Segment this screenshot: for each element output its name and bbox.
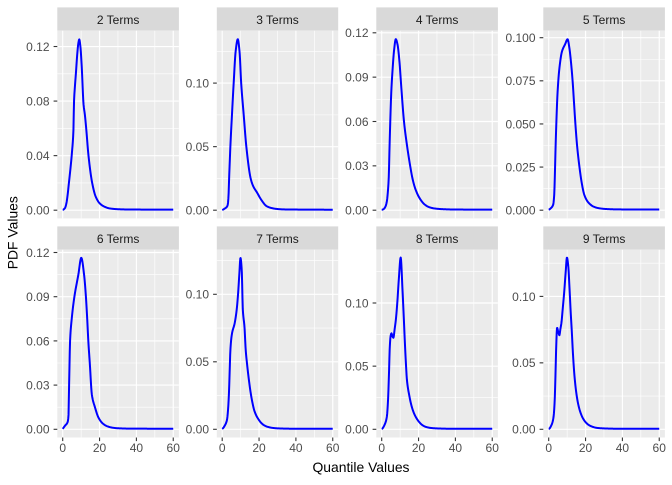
svg-text:0.06: 0.06 (26, 334, 50, 348)
svg-text:5 Terms: 5 Terms (583, 13, 625, 27)
svg-text:0.05: 0.05 (186, 140, 210, 154)
svg-text:0.05: 0.05 (512, 356, 536, 370)
svg-text:PDF Values: PDF Values (5, 196, 21, 269)
svg-text:0.08: 0.08 (26, 94, 50, 108)
svg-text:0.03: 0.03 (345, 159, 369, 173)
svg-text:0.10: 0.10 (512, 290, 536, 304)
svg-text:0.100: 0.100 (505, 31, 535, 45)
svg-text:2 Terms: 2 Terms (97, 13, 139, 27)
svg-text:40: 40 (616, 441, 630, 455)
svg-text:0.075: 0.075 (505, 74, 535, 88)
svg-text:0: 0 (59, 441, 66, 455)
svg-text:60: 60 (326, 441, 340, 455)
svg-text:40: 40 (289, 441, 303, 455)
svg-text:0.10: 0.10 (345, 296, 369, 310)
svg-text:0.12: 0.12 (26, 246, 50, 260)
svg-text:0.05: 0.05 (186, 355, 210, 369)
svg-text:0.00: 0.00 (26, 423, 50, 437)
svg-text:0: 0 (545, 441, 552, 455)
svg-text:60: 60 (653, 441, 667, 455)
svg-text:20: 20 (252, 441, 266, 455)
svg-text:8 Terms: 8 Terms (416, 232, 458, 246)
svg-text:0.00: 0.00 (186, 204, 210, 218)
svg-text:0.00: 0.00 (186, 423, 210, 437)
svg-text:0.00: 0.00 (26, 204, 50, 218)
svg-text:40: 40 (449, 441, 463, 455)
svg-text:60: 60 (486, 441, 500, 455)
svg-text:20: 20 (93, 441, 107, 455)
svg-text:0.025: 0.025 (505, 160, 535, 174)
svg-text:7 Terms: 7 Terms (256, 232, 298, 246)
svg-text:0.09: 0.09 (26, 290, 50, 304)
svg-text:0: 0 (219, 441, 226, 455)
svg-text:Quantile Values: Quantile Values (312, 459, 409, 475)
svg-text:0.000: 0.000 (505, 204, 535, 218)
svg-text:20: 20 (579, 441, 593, 455)
svg-text:0.04: 0.04 (26, 149, 50, 163)
svg-text:0.10: 0.10 (186, 76, 210, 90)
svg-text:0.050: 0.050 (505, 117, 535, 131)
svg-text:3 Terms: 3 Terms (256, 13, 298, 27)
svg-text:0.12: 0.12 (345, 26, 369, 40)
svg-text:6 Terms: 6 Terms (97, 232, 139, 246)
svg-text:0.09: 0.09 (345, 71, 369, 85)
svg-text:0.10: 0.10 (186, 288, 210, 302)
svg-text:0.05: 0.05 (345, 360, 369, 374)
svg-text:0.00: 0.00 (512, 423, 536, 437)
svg-text:0.12: 0.12 (26, 40, 50, 54)
svg-text:0: 0 (378, 441, 385, 455)
svg-text:20: 20 (412, 441, 426, 455)
svg-text:0.00: 0.00 (345, 423, 369, 437)
svg-text:9 Terms: 9 Terms (583, 232, 625, 246)
svg-text:0.00: 0.00 (345, 204, 369, 218)
svg-text:60: 60 (167, 441, 181, 455)
svg-text:0.06: 0.06 (345, 115, 369, 129)
svg-text:0.03: 0.03 (26, 378, 50, 392)
svg-text:4 Terms: 4 Terms (416, 13, 458, 27)
svg-text:40: 40 (130, 441, 144, 455)
